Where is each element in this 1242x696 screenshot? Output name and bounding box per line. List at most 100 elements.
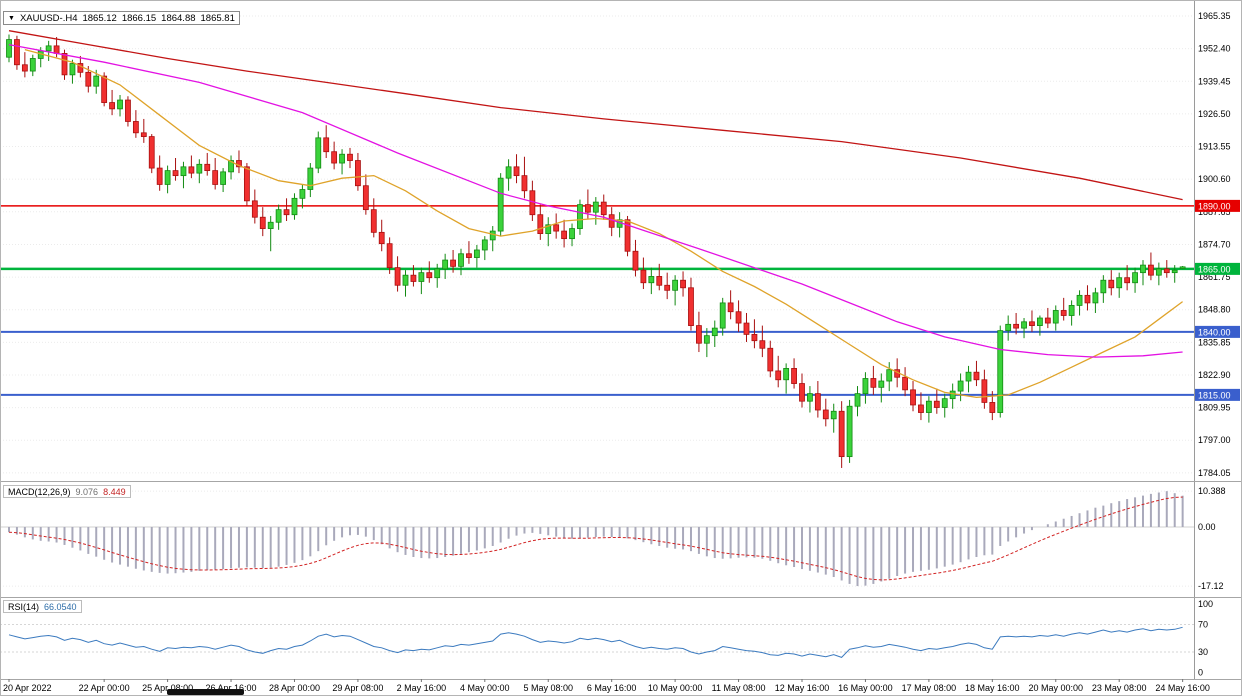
candle-body-bearish — [188, 166, 195, 174]
candle-body-bearish — [743, 322, 750, 335]
price-axis-label: 1797.00 — [1198, 435, 1231, 445]
candle-body-bearish — [751, 334, 758, 342]
candle-body-bullish — [965, 371, 972, 382]
price-level-tag-label: 1815.00 — [1198, 390, 1231, 400]
time-axis-label: 29 Apr 08:00 — [332, 683, 383, 693]
candle-body-bearish — [537, 214, 544, 235]
price-level-tag-label: 1865.00 — [1198, 264, 1231, 274]
candle-body-bearish — [347, 153, 353, 161]
time-axis-label: 22 Apr 00:00 — [79, 683, 130, 693]
candle-body-bullish — [711, 327, 718, 337]
price-axis-label: 1848.80 — [1198, 305, 1231, 315]
candle-body-bearish — [632, 250, 639, 271]
symbol-dropdown-icon[interactable]: ▼ — [8, 14, 15, 22]
macd-axis-label: 0.00 — [1198, 522, 1216, 532]
macd-axis-label: -17.12 — [1198, 581, 1224, 591]
candle-body-bearish — [212, 170, 219, 185]
time-axis-label: 23 May 08:00 — [1092, 683, 1147, 693]
candle-body-bullish — [164, 170, 171, 185]
candle-body-bearish — [204, 163, 211, 172]
time-axis-label: 11 May 08:00 — [712, 683, 766, 693]
candle-body-bearish — [624, 219, 631, 252]
candle-body-bearish — [21, 64, 28, 72]
candle-body-bearish — [132, 121, 139, 134]
macd-indicator-name: MACD(12,26,9) — [8, 486, 71, 497]
candle-body-bullish — [719, 302, 726, 329]
price-axis-label: 1784.05 — [1198, 468, 1231, 478]
rsi-axis-label: 70 — [1198, 620, 1208, 630]
time-axis-label: 6 May 16:00 — [587, 683, 637, 693]
price-axis-label: 1809.95 — [1198, 403, 1231, 413]
time-axis-label: 28 Apr 00:00 — [269, 683, 320, 693]
candle-body-bullish — [267, 221, 274, 229]
candle-body-bullish — [275, 209, 282, 223]
candle-body-bullish — [339, 153, 345, 164]
price-axis-background[interactable] — [1194, 0, 1242, 696]
rsi-label-box: RSI(14) 66.0540 — [3, 600, 82, 613]
price-axis-label: 1952.40 — [1198, 44, 1231, 54]
candle-body-bullish — [1155, 268, 1162, 276]
candle-body-bullish — [925, 400, 932, 413]
candle-body-bullish — [1116, 277, 1123, 289]
candle-body-bearish — [918, 404, 924, 413]
candle-body-bearish — [148, 136, 155, 169]
candle-body-bearish — [973, 371, 980, 381]
time-axis-label: 26 Apr 16:00 — [206, 683, 257, 693]
candle-body-bearish — [362, 185, 369, 211]
price-axis-label: 1913.55 — [1198, 142, 1231, 152]
candle-body-bearish — [172, 170, 179, 177]
candle-body-bullish — [1076, 294, 1083, 306]
candle-body-bearish — [838, 410, 845, 458]
price-level-tag — [1195, 325, 1240, 338]
candle-body-bullish — [489, 230, 496, 241]
candle-body-bearish — [394, 267, 401, 286]
chart-title-box: ▼ XAUUSD-.H4 1865.12 1866.15 1864.88 186… — [3, 11, 240, 25]
candle-body-bearish — [85, 71, 92, 87]
candle-body-bullish — [672, 279, 679, 291]
candle-body-bullish — [783, 368, 790, 381]
candle-body-bearish — [259, 216, 266, 229]
time-axis-layer: 20 Apr 2022 22 Apr 00:00 25 Apr 08:00 26 Ap… — [3, 679, 1210, 693]
candle-body-bullish — [1171, 269, 1178, 274]
price-axis-label: 1926.50 — [1198, 109, 1231, 119]
horizontal-scrollbar-thumb[interactable] — [167, 689, 244, 695]
candle-body-bullish — [1179, 266, 1186, 269]
candle-body-bullish — [45, 45, 52, 52]
candle-body-bearish — [600, 201, 607, 216]
candle-body-bullish — [577, 204, 583, 229]
macd-main-value: 9.076 — [75, 486, 99, 497]
candle-body-bearish — [553, 224, 560, 232]
candle-body-bullish — [1052, 310, 1059, 324]
time-axis-label: 2 May 16:00 — [397, 683, 447, 693]
candle-body-bearish — [14, 39, 20, 66]
price-axis-label: 1861.75 — [1198, 272, 1231, 282]
candle-body-bullish — [299, 189, 306, 199]
candle-body-bullish — [854, 393, 861, 407]
grid-layer — [0, 15, 1194, 653]
candle-body-bearish — [1148, 264, 1154, 276]
candle-body-bearish — [822, 409, 829, 420]
candle-body-bearish — [521, 175, 528, 192]
time-axis-label: 16 May 00:00 — [838, 683, 893, 693]
candle-body-bearish — [814, 393, 821, 411]
candle-body-bullish — [949, 390, 956, 400]
price-axis-label: 1900.60 — [1198, 174, 1231, 184]
candle-body-bullish — [1037, 317, 1043, 326]
macd-layer — [8, 491, 1184, 587]
candles-layer — [6, 34, 1186, 468]
candle-body-bearish — [243, 166, 250, 202]
candle-body-bullish — [315, 137, 322, 169]
candle-body-bearish — [323, 137, 330, 153]
time-axis-label: 5 May 08:00 — [523, 683, 573, 693]
candle-body-bullish — [648, 276, 655, 284]
ohlc-close: 1865.81 — [200, 12, 235, 24]
candle-body-bullish — [997, 330, 1004, 413]
candle-body-bullish — [569, 228, 575, 240]
candle-body-bullish — [886, 369, 893, 382]
candle-body-bearish — [902, 376, 908, 391]
time-axis-label: 18 May 16:00 — [965, 683, 1020, 693]
candle-body-bearish — [759, 340, 766, 349]
macd-label-box: MACD(12,26,9) 9.076 8.449 — [3, 485, 131, 498]
candle-body-bullish — [29, 58, 36, 72]
